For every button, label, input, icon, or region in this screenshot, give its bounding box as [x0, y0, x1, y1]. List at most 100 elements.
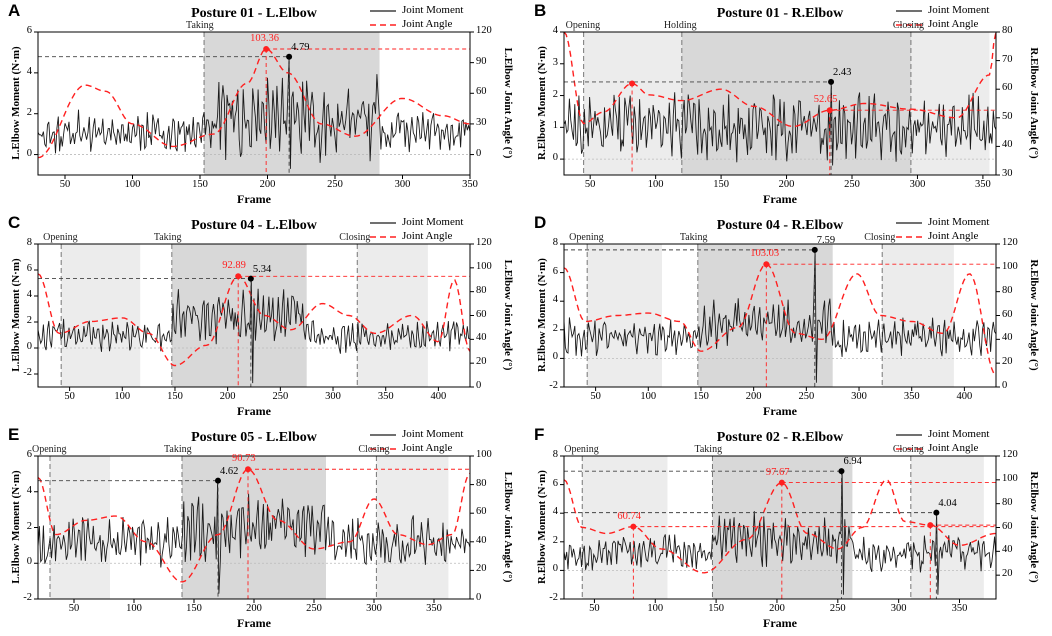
- x-tick-label: 200: [246, 603, 262, 614]
- angle-peak-label: 103.36: [250, 32, 280, 44]
- x-tick-label: 250: [798, 391, 815, 402]
- chart-panel-d: Opening Taking Closing 7.59 103.03 50 100 150 20…: [526, 212, 1052, 424]
- y-right-tick-label: 100: [476, 449, 492, 460]
- legend-moment-label: Joint Moment: [402, 216, 464, 228]
- x-tick-label: 50: [64, 391, 75, 402]
- joint-moment-series: [37, 480, 471, 594]
- plot-frame: [37, 31, 471, 176]
- y-right-tick-label: 50: [1002, 110, 1013, 122]
- phase-label: Closing: [358, 444, 390, 455]
- legend-moment-label: Joint Moment: [928, 4, 990, 16]
- angle-peak-label: 97.67: [765, 466, 790, 478]
- angle-peak-marker: [235, 273, 242, 280]
- legend-angle-label: Joint Angle: [928, 442, 979, 454]
- y-right-axis-label: L.Elbow Joint Angle (°): [502, 471, 514, 582]
- chart-panel-b: Opening Holding Closing 2.43 52.65 50 100 150 20…: [526, 0, 1052, 212]
- x-tick-label: 50: [68, 603, 80, 614]
- x-tick-label: 50: [584, 179, 596, 190]
- phase-band: [61, 244, 141, 387]
- phase-label: Opening: [43, 232, 78, 243]
- chart-panel-c: Opening Taking Closing 5.34 92.89 50 100 150 200…: [0, 212, 526, 424]
- phase-label: Opening: [564, 444, 599, 455]
- y-left-axis-label: L.Elbow Moment (N·m): [10, 469, 22, 584]
- phase-label: Taking: [694, 444, 723, 455]
- chart-title: Posture 05 - L.Elbow: [191, 430, 317, 445]
- x-tick-label: 400: [430, 391, 447, 402]
- y-right-tick-label: 40: [476, 534, 487, 546]
- x-tick-label: 150: [693, 391, 709, 402]
- legend-moment-label: Joint Moment: [928, 428, 990, 440]
- y-right-tick-label: 60: [476, 506, 487, 518]
- angle-peak-marker: [763, 261, 770, 268]
- y-right-tick-label: 0: [476, 592, 482, 603]
- x-tick-label: 200: [769, 603, 785, 614]
- phase-label: Taking: [679, 232, 708, 243]
- legend-angle-label: Joint Angle: [928, 230, 979, 242]
- y-right-tick-label: 80: [476, 477, 487, 489]
- y-right-tick-label: 70: [1002, 53, 1013, 65]
- y-left-tick-label: 2: [26, 520, 32, 532]
- y-left-tick-label: 0: [26, 147, 32, 159]
- x-tick-label: 100: [647, 603, 664, 614]
- x-tick-label: 350: [377, 391, 394, 402]
- x-tick-label: 150: [186, 603, 202, 614]
- y-left-tick-label: 8: [552, 237, 558, 248]
- chart-svg: [34, 434, 474, 603]
- chart-panel-e: Opening Taking Closing 4.62 90.73 50 100 150 200…: [0, 424, 526, 636]
- x-tick-label: 100: [640, 391, 657, 402]
- phase-band: [910, 32, 990, 175]
- y-right-tick-label: 100: [1002, 472, 1018, 484]
- x-tick-label: 300: [851, 391, 867, 402]
- y-left-axis-label: R.Elbow Moment (N·m): [536, 45, 548, 160]
- y-left-tick-label: 3: [552, 56, 558, 68]
- phase-label: Opening: [569, 232, 604, 243]
- legend-angle-label: Joint Angle: [402, 18, 453, 30]
- joint-moment-series: [37, 56, 471, 169]
- x-tick-label: 250: [844, 179, 860, 190]
- y-right-tick-label: 60: [1002, 82, 1013, 94]
- x-tick-label: 300: [366, 603, 382, 614]
- y-left-tick-label: 8: [552, 449, 558, 460]
- chart-title: Posture 04 - L.Elbow: [191, 218, 317, 233]
- y-right-tick-label: 120: [476, 237, 492, 248]
- x-tick-label: 350: [462, 179, 478, 190]
- y-left-tick-label: 2: [26, 106, 32, 118]
- y-right-tick-label: 40: [1002, 139, 1013, 151]
- x-tick-label: 300: [909, 179, 926, 190]
- y-right-tick-label: 20: [476, 356, 487, 368]
- y-right-tick-label: 30: [1002, 168, 1013, 179]
- x-axis-label: Frame: [237, 616, 271, 630]
- y-left-tick-label: 4: [552, 506, 558, 518]
- angle-peak-marker: [245, 466, 251, 473]
- chart-title: Posture 01 - R.Elbow: [716, 6, 844, 21]
- y-right-tick-label: 100: [1002, 260, 1018, 272]
- x-tick-label: 100: [124, 179, 141, 190]
- joint-angle-series: [37, 273, 471, 367]
- joint-moment-series: [37, 278, 471, 384]
- angle-peak-marker: [826, 107, 833, 114]
- y-right-tick-label: 80: [1002, 284, 1013, 296]
- angle-peak-label: 90.73: [232, 453, 256, 465]
- legend-angle-label: Joint Angle: [402, 442, 453, 454]
- y-left-axis-label: L.Elbow Moment (N·m): [10, 45, 22, 160]
- moment-peak-label: 4.04: [938, 497, 957, 509]
- x-tick-label: 400: [956, 391, 973, 402]
- y-right-tick-label: 20: [1002, 356, 1013, 368]
- moment-peak-label: 7.59: [816, 234, 836, 246]
- moment-peak-marker: [215, 477, 221, 484]
- y-left-tick-label: 4: [26, 289, 32, 300]
- phase-label: Opening: [565, 20, 601, 31]
- chart-svg: [560, 222, 1000, 391]
- y-right-tick-label: 40: [1002, 332, 1013, 344]
- moment-peak-label: 4.79: [291, 41, 310, 53]
- angle-peak-marker: [778, 479, 785, 486]
- y-left-tick-label: -2: [23, 592, 32, 603]
- x-tick-label: 200: [259, 179, 276, 190]
- x-tick-label: 100: [114, 391, 131, 402]
- y-left-tick-label: -2: [549, 592, 558, 603]
- joint-angle-series: [563, 263, 997, 376]
- phase-band: [910, 456, 984, 599]
- chart-panel-a: Taking 4.79 103.36 50 100 150 200 250 300 350 0 2 4 6…: [0, 0, 526, 212]
- y-right-tick-label: 100: [476, 260, 492, 272]
